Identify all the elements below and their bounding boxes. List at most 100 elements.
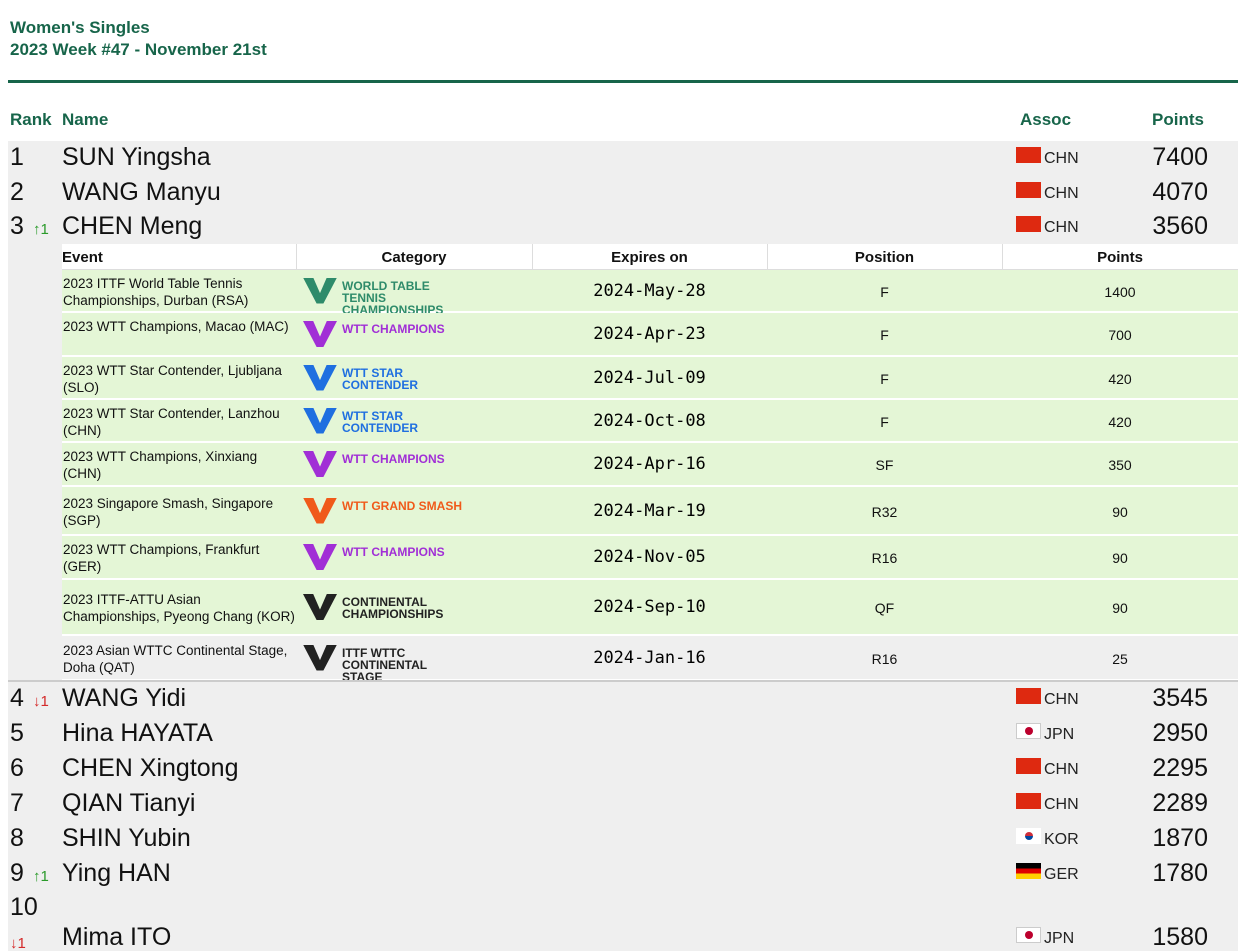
expires: 2024-Jul-09	[593, 367, 706, 388]
category-logo: ITTF WTTC Continental Stage	[342, 645, 427, 684]
title: Women's Singles	[10, 18, 150, 37]
detail-points: 1400	[1104, 283, 1136, 300]
flag	[1016, 181, 1041, 198]
detail-row	[62, 580, 1238, 636]
position: SF	[875, 457, 894, 473]
flag	[1016, 216, 1041, 232]
detail-row	[62, 443, 1238, 487]
rank: 7	[10, 788, 24, 817]
points: 4070	[1152, 177, 1208, 206]
detail-row	[62, 313, 1238, 357]
category-logo: WTT Star Contender	[342, 408, 419, 435]
column-divider	[296, 244, 297, 270]
expires: 2024-Oct-08	[593, 410, 706, 431]
flag	[1016, 722, 1041, 739]
rank-change: ↓1	[33, 692, 49, 710]
detail-column-header: Position	[854, 249, 915, 266]
column-divider	[767, 244, 768, 270]
detail-points: 90	[1112, 503, 1128, 520]
column-header: Assoc	[1020, 110, 1072, 129]
rank: 9	[10, 858, 24, 887]
rank: 4	[10, 683, 24, 712]
detail-row	[62, 536, 1238, 580]
expires: 2024-May-28	[593, 280, 706, 301]
assoc-code: JPN	[1044, 930, 1075, 947]
divider	[8, 80, 1238, 83]
assoc-code: CHN	[1044, 219, 1079, 236]
event-name: 2023 WTT Star Contender, Ljubljana (SLO)	[63, 362, 282, 395]
expires: 2024-Apr-16	[593, 454, 706, 474]
flag	[1016, 827, 1041, 844]
rank-change: ↑1	[33, 221, 49, 238]
expires: 2024-Jan-16	[593, 647, 706, 668]
assoc-code: CHN	[1044, 150, 1079, 168]
position: R32	[871, 503, 898, 520]
position: F	[880, 283, 889, 300]
position: F	[880, 327, 889, 343]
points: 7400	[1152, 143, 1208, 172]
position: F	[880, 370, 889, 387]
detail-column-header: Expires on	[611, 249, 688, 266]
player-name: CHEN Xingtong	[62, 753, 239, 782]
points: 1580	[1152, 923, 1208, 951]
expires: 2024-Nov-05	[593, 547, 706, 567]
detail-row	[62, 270, 1238, 313]
player-name: QIAN Tianyi	[62, 788, 196, 817]
detail-header-row	[62, 244, 1238, 270]
rank-change: ↑1	[33, 867, 49, 885]
flag	[1016, 792, 1041, 809]
expires: 2024-Mar-19	[593, 500, 706, 521]
assoc-code: CHN	[1044, 690, 1079, 708]
player-name: CHEN Meng	[62, 212, 203, 240]
rank: 6	[10, 753, 24, 782]
assoc-code: JPN	[1044, 725, 1075, 743]
expires: 2024-Sep-10	[593, 597, 706, 617]
detail-points: 420	[1108, 370, 1132, 387]
player-name: WANG Yidi	[62, 683, 187, 712]
player-name: WANG Manyu	[62, 177, 221, 206]
points: 2295	[1152, 753, 1208, 782]
detail-row	[62, 636, 1238, 681]
detail-points: 350	[1108, 457, 1132, 473]
event-name: 2023 Singapore Smash, Singapore (SGP)	[63, 495, 274, 528]
rank: 1	[10, 143, 24, 172]
position: F	[880, 413, 889, 430]
event-name: 2023 WTT Champions, Frankfurt (GER)	[63, 542, 260, 574]
player-name: SUN Yingsha	[62, 143, 211, 172]
player-name: SHIN Yubin	[62, 823, 191, 852]
flag	[1016, 147, 1041, 164]
category-logo: WTT Champions	[342, 322, 445, 336]
detail-points: 420	[1108, 413, 1132, 430]
points: 1870	[1152, 823, 1208, 852]
player-name: Ying HAN	[62, 858, 171, 887]
player-name: Mima ITO	[62, 923, 172, 951]
assoc-code: KOR	[1044, 830, 1079, 848]
event-name: 2023 ITTF-ATTU Asian Championships, Pyeo…	[63, 592, 295, 624]
points: 1780	[1152, 858, 1208, 887]
detail-bottom-line	[8, 680, 1238, 682]
detail-column-header: Points	[1097, 249, 1143, 266]
assoc-code: CHN	[1044, 184, 1079, 202]
rank: 8	[10, 823, 24, 852]
detail-column-header: Event	[62, 249, 103, 266]
event-name: 2023 WTT Champions, Xinxiang (CHN)	[63, 449, 258, 481]
flag	[1016, 927, 1041, 943]
category-logo: WTT Champions	[342, 545, 445, 559]
event-name: 2023 WTT Star Contender, Lanzhou (CHN)	[63, 405, 280, 438]
column-header: Rank	[10, 110, 52, 129]
subtitle: 2023 Week #47 - November 21st	[10, 40, 267, 59]
category-logo: World Table Tennis Championships	[342, 278, 444, 317]
detail-row	[62, 400, 1238, 443]
category-logo: Continental Championships	[342, 595, 444, 621]
flag	[1016, 687, 1041, 704]
detail-row	[62, 487, 1238, 536]
position: R16	[871, 650, 898, 667]
position: R16	[871, 550, 898, 566]
event-name: 2023 ITTF World Table Tennis Championshi…	[63, 275, 249, 308]
column-header: Name	[62, 110, 109, 129]
flag	[1016, 862, 1041, 879]
column-divider	[1002, 244, 1003, 270]
assoc-code: CHN	[1044, 760, 1079, 778]
category-logo: WTT Star Contender	[342, 365, 419, 392]
rank: 5	[10, 718, 24, 747]
